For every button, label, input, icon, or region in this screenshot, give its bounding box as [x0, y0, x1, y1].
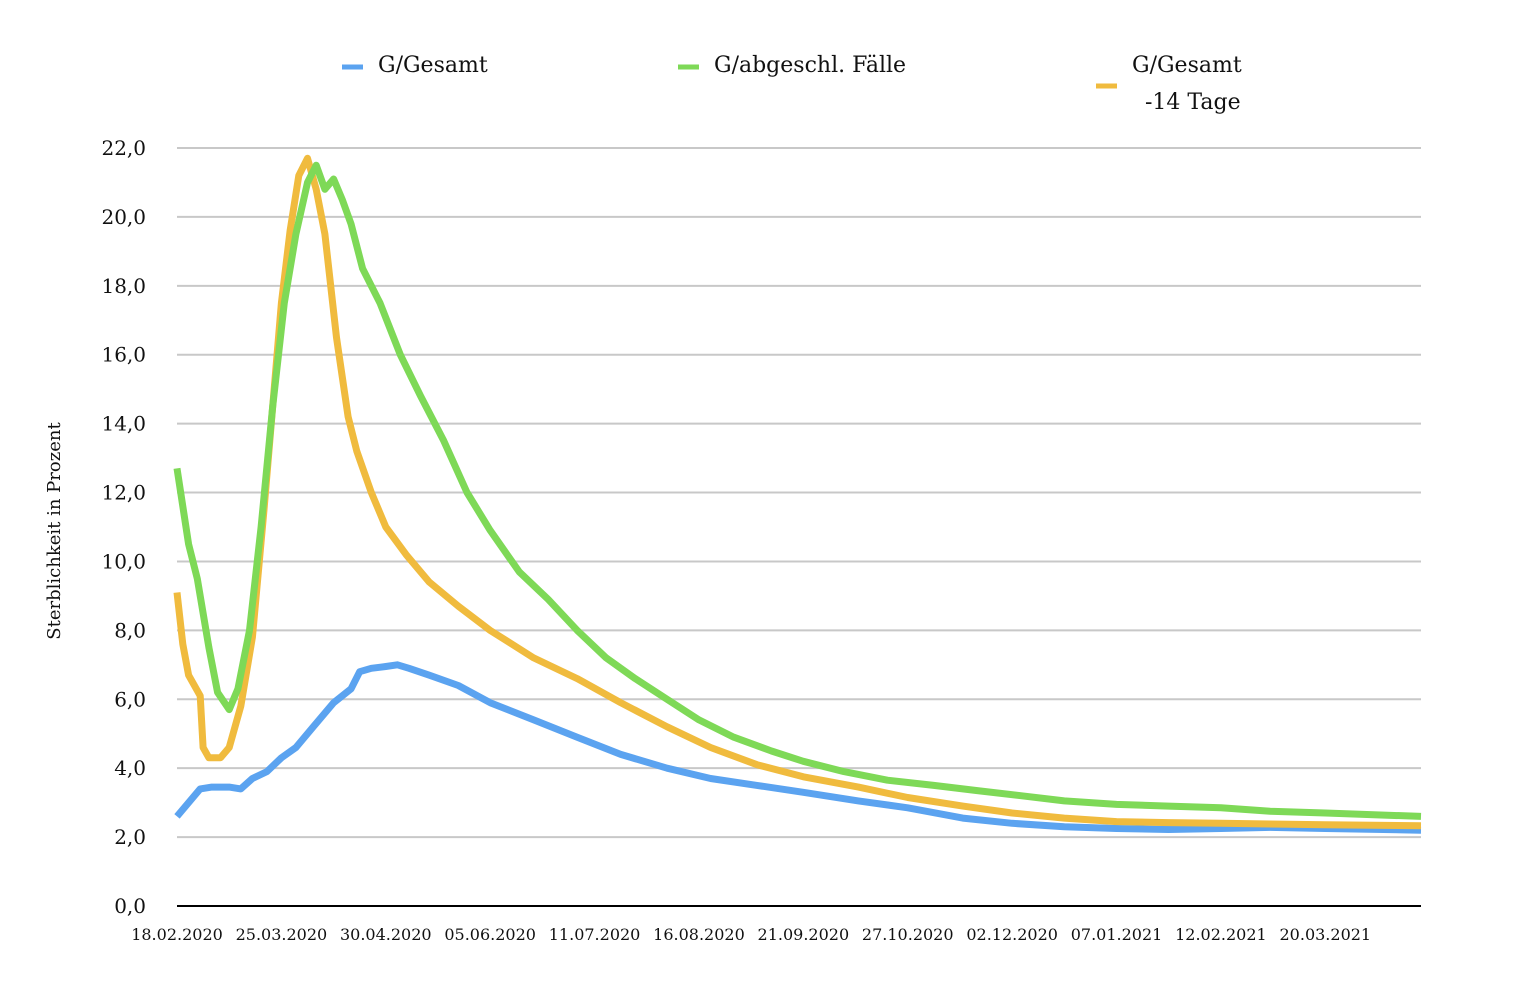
- legend-label-g-abgeschl: G/abgeschl. Fälle: [714, 53, 906, 78]
- legend: G/Gesamt G/abgeschl. Fälle G/Gesamt -14 …: [342, 53, 1242, 115]
- x-tick-label: 12.02.2021: [1175, 925, 1267, 944]
- legend-label-g-gesamt: G/Gesamt: [378, 53, 488, 78]
- y-axis-ticks: 0,0 2,0 4,0 6,0 8,0 10,0 12,0 14,0 16,0 18,0 20,0 2…: [101, 136, 146, 918]
- x-tick-label: 07.01.2021: [1071, 925, 1163, 944]
- legend-label-g-gesamt-14-line2: -14 Tage: [1145, 90, 1241, 115]
- gridlines: [177, 147, 1421, 839]
- y-tick-label: 22,0: [101, 136, 146, 160]
- y-tick-label: 18,0: [101, 274, 146, 298]
- legend-item-g-abgeschl: G/abgeschl. Fälle: [678, 53, 906, 78]
- series-line-g-gesamt: [174, 661, 1422, 834]
- y-tick-label: 6,0: [114, 687, 146, 711]
- x-tick-label: 11.07.2020: [549, 925, 641, 944]
- legend-label-g-gesamt-14-line1: G/Gesamt: [1132, 53, 1242, 78]
- series-line-g-abgeschl-f-lle: [173, 161, 1422, 820]
- x-axis-ticks: 18.02.2020 25.03.2020 30.04.2020 05.06.2020…: [131, 925, 1371, 944]
- y-tick-label: 16,0: [101, 343, 146, 367]
- x-tick-label: 18.02.2020: [131, 925, 223, 944]
- x-tick-label: 02.12.2020: [966, 925, 1058, 944]
- x-tick-label: 05.06.2020: [444, 925, 536, 944]
- x-tick-label: 21.09.2020: [758, 925, 850, 944]
- series-lines: [173, 154, 1422, 834]
- y-tick-label: 4,0: [114, 756, 146, 780]
- x-tick-label: 30.04.2020: [340, 925, 432, 944]
- y-tick-label: 8,0: [114, 618, 146, 642]
- series-line-g-gesamt-14-tage: [173, 154, 1422, 830]
- x-tick-label: 25.03.2020: [236, 925, 328, 944]
- y-tick-label: 12,0: [101, 481, 146, 505]
- y-tick-label: 20,0: [101, 205, 146, 229]
- y-tick-label: 2,0: [114, 825, 146, 849]
- legend-item-g-gesamt-14: G/Gesamt -14 Tage: [1096, 53, 1242, 115]
- legend-item-g-gesamt: G/Gesamt: [342, 53, 488, 78]
- x-tick-label: 27.10.2020: [862, 925, 954, 944]
- y-axis-title: Sterblichkeit in Prozent: [44, 422, 65, 640]
- y-tick-label: 10,0: [101, 549, 146, 573]
- y-tick-label: 0,0: [114, 894, 146, 918]
- x-tick-label: 16.08.2020: [653, 925, 745, 944]
- y-tick-label: 14,0: [101, 412, 146, 436]
- x-tick-label: 20.03.2021: [1280, 925, 1372, 944]
